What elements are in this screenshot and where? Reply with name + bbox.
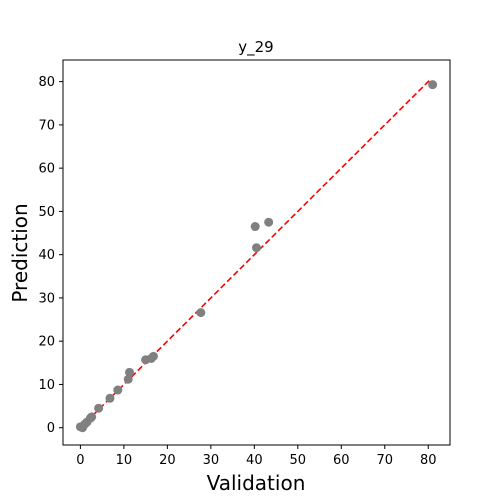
points-layer — [75, 80, 438, 433]
x-tick-label: 30 — [203, 453, 220, 468]
data-point — [125, 367, 135, 377]
y-tick-label: 70 — [38, 118, 55, 133]
data-point — [148, 351, 158, 361]
x-tick-label: 50 — [290, 453, 307, 468]
reference-line — [79, 78, 431, 429]
x-tick-label: 10 — [116, 453, 133, 468]
x-tick-label: 60 — [333, 453, 350, 468]
data-point — [264, 217, 274, 227]
x-tick-label: 20 — [159, 453, 176, 468]
plot-frame — [62, 59, 451, 446]
y-tick-label: 60 — [38, 162, 55, 177]
data-point — [250, 222, 260, 232]
chart-title: y_29 — [238, 38, 273, 57]
x-tick-label: 70 — [377, 453, 394, 468]
x-tick-label: 80 — [420, 453, 437, 468]
data-point — [123, 374, 133, 384]
data-point — [94, 403, 104, 413]
y-tick-label: 0 — [47, 421, 55, 436]
y-tick-label: 40 — [38, 248, 55, 263]
data-point — [428, 80, 438, 90]
data-point — [87, 412, 97, 422]
y-tick-label: 30 — [38, 291, 55, 306]
y-tick-label: 80 — [38, 75, 55, 90]
x-tick-label: 0 — [76, 453, 84, 468]
data-point — [113, 385, 123, 395]
data-point — [105, 393, 115, 403]
y-tick-label: 10 — [38, 378, 55, 393]
data-point — [252, 243, 261, 253]
y-axis-ticks: 0 10 20 30 40 50 60 70 80 — [38, 75, 63, 436]
y-tick-label: 20 — [38, 335, 55, 350]
x-axis-ticks: 0 10 20 30 40 50 60 70 80 — [76, 445, 437, 468]
data-point — [196, 308, 206, 318]
reference-line-layer — [79, 78, 431, 429]
y-tick-label: 50 — [38, 205, 55, 220]
y-axis-label: Prediction — [8, 203, 32, 302]
x-tick-label: 40 — [246, 453, 263, 468]
x-axis-label: Validation — [207, 471, 306, 495]
